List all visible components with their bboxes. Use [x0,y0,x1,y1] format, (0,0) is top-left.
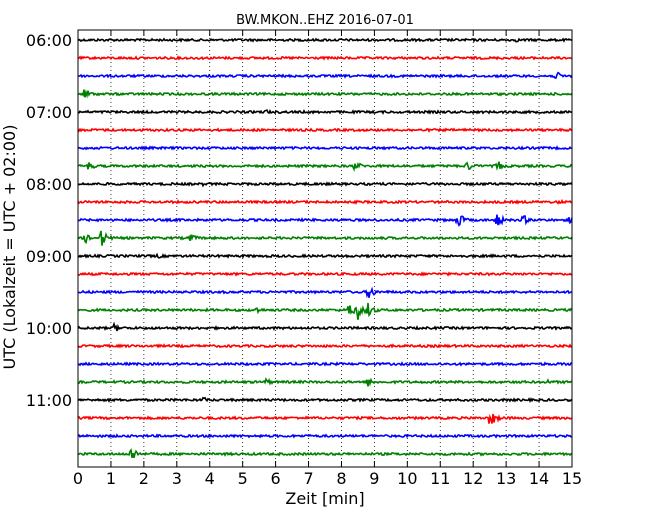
x-tick-label: 7 [303,469,313,488]
trace-line [77,447,573,458]
grid-lines [110,30,540,467]
y-tick-label: 11:00 [26,391,72,410]
trace-line [77,433,573,439]
trace-line [77,109,573,115]
y-tick-label: 07:00 [26,103,72,122]
trace-line [77,303,573,320]
x-tick-label: 12 [463,469,483,488]
x-axis-label: Zeit [min] [285,489,364,508]
trace-line [77,343,573,349]
chart-title: BW.MKON..EHZ 2016-07-01 [236,13,414,28]
trace-line [77,214,573,227]
x-tick-label: 2 [139,469,149,488]
trace-line [77,71,573,79]
trace-line [77,377,573,387]
trace-line [77,361,573,367]
axis-ticks: 0 1 2 3 4 5 6 7 8 9 10 11 12 13 14 1506:0007:0008:0009:… [26,30,582,488]
x-tick-label: 4 [205,469,215,488]
plot-frame [77,29,573,468]
x-tick-label: 1 [106,469,116,488]
trace-line [77,127,573,133]
x-tick-label: 6 [271,469,281,488]
trace-line [77,37,573,43]
x-tick-label: 9 [369,469,379,488]
y-tick-label: 08:00 [26,175,72,194]
trace-line [77,198,572,205]
trace-line [77,252,573,259]
trace-group [77,37,573,458]
x-tick-label: 10 [397,469,417,488]
x-tick-label: 8 [336,469,346,488]
trace-line [77,271,573,277]
y-tick-label: 09:00 [26,247,72,266]
x-tick-label: 13 [496,469,516,488]
x-tick-label: 11 [430,469,450,488]
trace-line [77,145,572,151]
x-tick-label: 0 [73,469,83,488]
trace-line [77,161,573,172]
trace-line [77,321,573,332]
trace-line [77,89,573,99]
trace-line [77,181,573,188]
x-tick-label: 5 [238,469,248,488]
trace-line [77,396,573,404]
trace-line [77,230,573,246]
x-tick-label: 14 [529,469,549,488]
trace-line [77,413,573,424]
trace-line [77,286,573,299]
trace-line [77,55,573,61]
y-tick-label: 10:00 [26,319,72,338]
y-axis-label: UTC (Lokalzeit = UTC + 02:00) [0,125,19,370]
x-tick-label: 15 [562,469,582,488]
y-tick-label: 06:00 [26,31,72,50]
x-tick-label: 3 [172,469,182,488]
